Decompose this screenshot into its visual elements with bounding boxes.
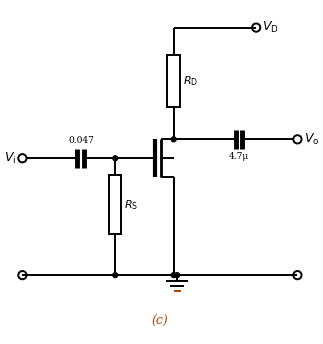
Text: 4.7μ: 4.7μ (229, 152, 249, 161)
Circle shape (171, 137, 176, 142)
Text: $\mathit{R}_{\mathregular{D}}$: $\mathit{R}_{\mathregular{D}}$ (182, 74, 198, 88)
Circle shape (113, 156, 118, 161)
Text: 0.047: 0.047 (68, 136, 94, 145)
Text: $\mathit{R}_{\mathregular{S}}$: $\mathit{R}_{\mathregular{S}}$ (124, 198, 138, 212)
Circle shape (171, 273, 176, 278)
Text: $\mathit{V}_{\mathregular{D}}$: $\mathit{V}_{\mathregular{D}}$ (262, 20, 279, 35)
Bar (109, 175, 121, 234)
Text: $\mathit{V}_{\mathregular{o}}$: $\mathit{V}_{\mathregular{o}}$ (304, 132, 319, 147)
Circle shape (113, 273, 118, 278)
Text: (c): (c) (151, 315, 168, 329)
Circle shape (175, 273, 180, 278)
Bar (168, 55, 180, 107)
Text: $\mathit{V}_{\mathregular{i}}$: $\mathit{V}_{\mathregular{i}}$ (4, 151, 16, 166)
